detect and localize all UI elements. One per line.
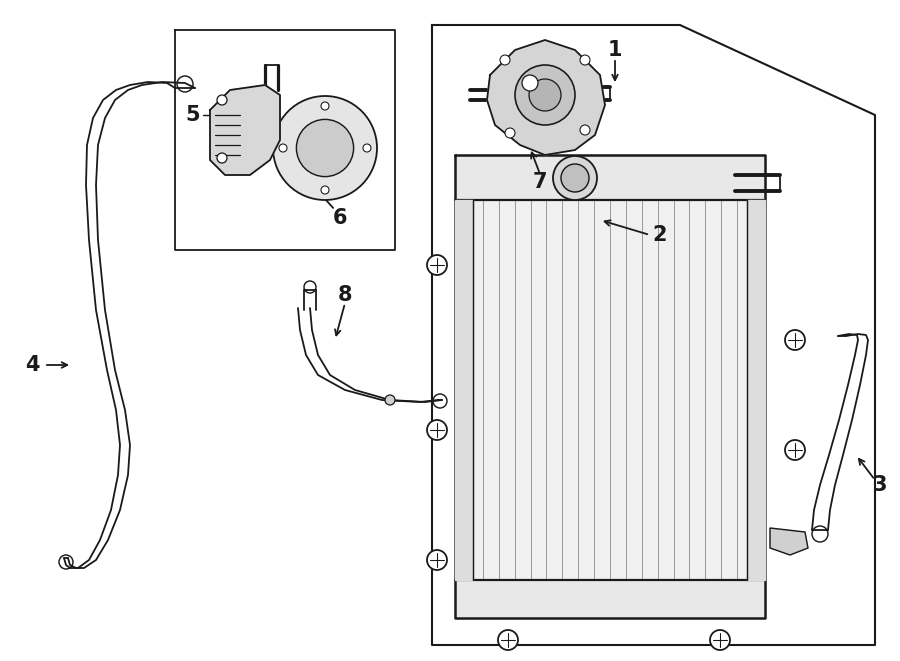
Circle shape — [529, 79, 561, 111]
Circle shape — [217, 153, 227, 163]
Circle shape — [217, 95, 227, 105]
Polygon shape — [210, 85, 280, 175]
Circle shape — [427, 255, 447, 275]
Circle shape — [515, 65, 575, 125]
Circle shape — [296, 120, 354, 176]
Circle shape — [385, 395, 395, 405]
Text: 4: 4 — [25, 355, 40, 375]
Text: 3: 3 — [873, 475, 887, 495]
Text: 8: 8 — [338, 285, 352, 305]
Circle shape — [785, 330, 805, 350]
Text: 5: 5 — [185, 105, 201, 125]
Text: 6: 6 — [333, 208, 347, 228]
Polygon shape — [455, 155, 765, 200]
Circle shape — [553, 156, 597, 200]
Circle shape — [427, 420, 447, 440]
Text: 7: 7 — [533, 172, 547, 192]
Polygon shape — [455, 580, 765, 618]
Text: 1: 1 — [608, 40, 622, 60]
Circle shape — [279, 144, 287, 152]
Polygon shape — [747, 200, 765, 580]
Circle shape — [561, 164, 589, 192]
Polygon shape — [770, 528, 808, 555]
Circle shape — [522, 75, 538, 91]
Circle shape — [785, 440, 805, 460]
Circle shape — [321, 102, 329, 110]
Polygon shape — [467, 200, 753, 580]
Polygon shape — [487, 40, 605, 155]
Circle shape — [505, 128, 515, 138]
Text: 2: 2 — [652, 225, 667, 245]
Circle shape — [321, 186, 329, 194]
Circle shape — [580, 55, 590, 65]
Circle shape — [498, 630, 518, 650]
Circle shape — [710, 630, 730, 650]
Circle shape — [580, 125, 590, 135]
Circle shape — [273, 96, 377, 200]
Circle shape — [500, 55, 510, 65]
Polygon shape — [455, 200, 473, 580]
Circle shape — [363, 144, 371, 152]
Circle shape — [427, 550, 447, 570]
